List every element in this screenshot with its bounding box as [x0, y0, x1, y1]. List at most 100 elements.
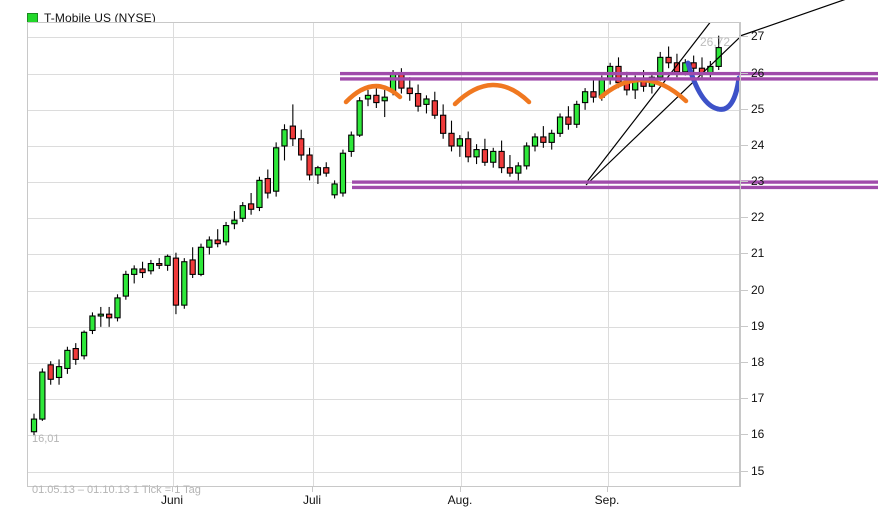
candlestick	[431, 91, 438, 119]
candlestick	[222, 221, 230, 246]
gridline-horizontal	[28, 291, 739, 292]
candlestick	[581, 88, 589, 110]
gridline-horizontal	[28, 363, 739, 364]
price-tick	[740, 471, 748, 472]
candlestick	[156, 258, 163, 269]
candlestick	[139, 261, 146, 279]
candlestick	[648, 73, 656, 94]
price-tick-label: 16	[751, 427, 765, 441]
candlestick	[197, 243, 205, 277]
date-axis[interactable]: Juni Juli Aug. Sep.	[27, 487, 740, 517]
candlestick	[89, 312, 96, 335]
candlestick	[665, 46, 672, 69]
candlestick	[615, 57, 622, 89]
price-tick-label: 15	[751, 464, 765, 478]
head-arc	[452, 82, 532, 107]
candlestick	[473, 144, 480, 165]
candlestick	[114, 294, 121, 322]
left-shoulder-arc	[343, 83, 403, 105]
price-tick-label: 18	[751, 355, 765, 369]
date-tick-label: Juni	[160, 493, 184, 507]
date-tick	[172, 487, 173, 492]
candlestick	[281, 124, 288, 161]
gridline-vertical	[173, 23, 174, 486]
candlestick	[490, 147, 497, 168]
date-range-footer: 01.05.13 – 01.10.13 1 Tick = 1 Tag	[32, 484, 201, 496]
candlestick	[64, 346, 71, 374]
candlestick	[39, 368, 46, 421]
candlestick	[406, 77, 413, 101]
low-price-marker-label: 16,01	[32, 433, 60, 445]
candlestick	[97, 306, 104, 327]
candlestick	[623, 71, 630, 96]
gridline-vertical	[608, 23, 609, 486]
price-tick	[740, 36, 748, 37]
candlestick	[590, 79, 597, 103]
gridline-horizontal	[28, 254, 739, 255]
candlestick	[348, 131, 355, 157]
gridline-horizontal	[28, 74, 739, 75]
price-tick-label: 17	[751, 391, 765, 405]
price-tick	[740, 109, 748, 110]
candlestick	[72, 343, 79, 365]
candlestick	[273, 142, 280, 197]
right-shoulder-arc	[598, 77, 689, 104]
gridline-vertical	[313, 23, 314, 486]
candlestick	[323, 162, 330, 177]
price-tick-label: 23	[751, 174, 765, 188]
candlestick	[682, 59, 689, 76]
candlestick	[515, 162, 522, 181]
price-tick	[740, 253, 748, 254]
price-tick-label: 25	[751, 102, 765, 116]
candlestick	[80, 330, 88, 360]
date-tick-label: Sep.	[594, 493, 620, 507]
gridline-horizontal	[28, 218, 739, 219]
date-tick	[607, 487, 608, 492]
price-tick	[740, 73, 748, 74]
candlestick	[373, 84, 380, 109]
gridline-vertical	[461, 23, 462, 486]
gridline-horizontal	[28, 110, 739, 111]
candlestick	[364, 89, 372, 107]
candlestick	[306, 147, 313, 181]
candlestick	[698, 57, 706, 80]
gridline-horizontal	[28, 435, 739, 436]
price-tick	[740, 145, 748, 146]
candlestick	[506, 155, 514, 177]
candlestick	[247, 193, 255, 215]
plot-inner	[28, 23, 739, 486]
price-tick-label: 26	[751, 66, 765, 80]
candlestick	[657, 51, 664, 81]
gridline-horizontal	[28, 37, 739, 38]
price-axis[interactable]: 27 26 25 24 23 22 21 20 19 18 17 16 15	[740, 22, 800, 487]
candlestick	[131, 265, 138, 284]
last-price-label: 26,72	[700, 34, 731, 49]
candlestick	[481, 138, 489, 166]
price-tick-label: 22	[751, 210, 765, 224]
price-tick-label: 20	[751, 283, 765, 297]
candlestick	[331, 180, 338, 199]
price-tick-label: 24	[751, 138, 765, 152]
candlestick	[531, 133, 539, 152]
price-tick	[740, 326, 748, 327]
candlestick	[30, 413, 38, 435]
candlestick	[214, 229, 221, 248]
candlestick	[172, 252, 180, 315]
chart-title: T-Mobile US (NYSE)	[44, 11, 156, 25]
candlestick	[540, 126, 547, 148]
date-tick-label: Aug.	[447, 493, 473, 507]
price-tick-label: 21	[751, 246, 765, 260]
candlestick	[147, 259, 155, 275]
candlestick	[690, 55, 697, 74]
price-tick	[740, 217, 748, 218]
price-tick-label: 27	[751, 29, 765, 43]
chart-plot-area[interactable]	[27, 22, 740, 487]
candlestick	[206, 236, 213, 255]
price-tick	[740, 181, 748, 182]
price-tick	[740, 290, 748, 291]
candlestick	[556, 113, 564, 137]
candlestick	[356, 97, 363, 137]
candlestick	[381, 89, 388, 118]
price-tick-label: 19	[751, 319, 765, 333]
